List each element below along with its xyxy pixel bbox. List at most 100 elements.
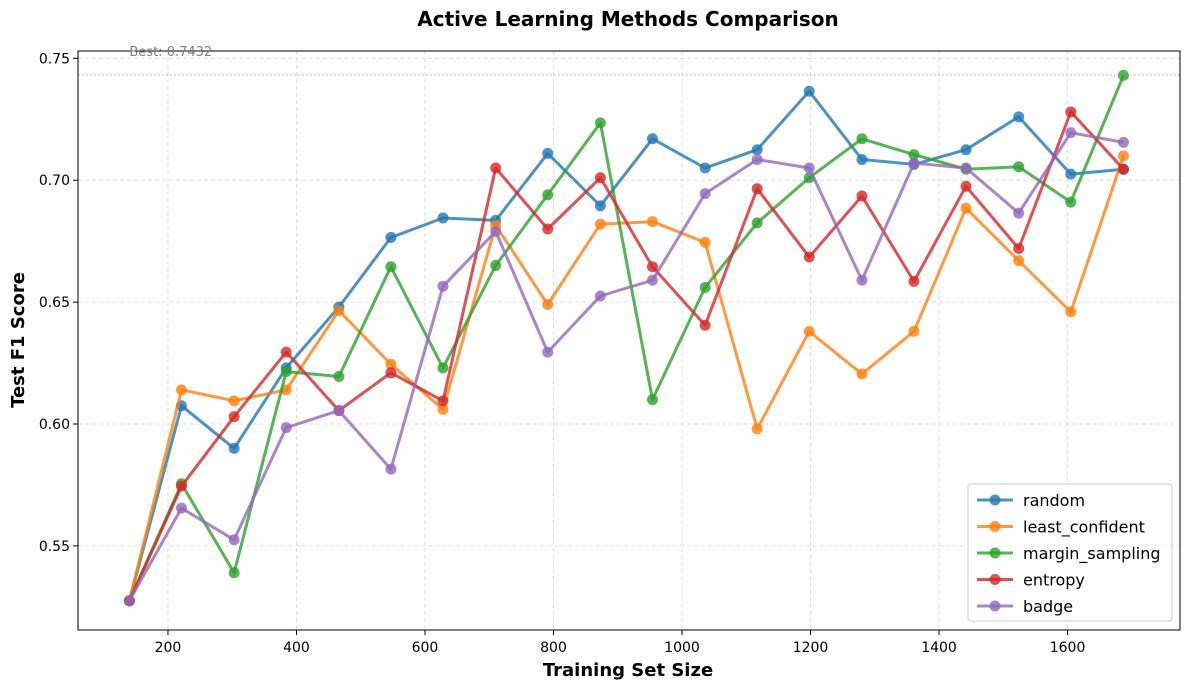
data-point [385,358,397,370]
legend-item-least_confident: least_confident [977,518,1145,538]
y-axis: 0.55 0.60 0.65 0.70 0.75 [39,51,78,555]
data-point [751,423,763,435]
legend-item-margin_sampling: margin_sampling [977,544,1161,564]
data-point [228,442,240,454]
data-point [803,251,815,263]
data-point [699,162,711,174]
series-line [127,89,1124,602]
data-point [1117,163,1129,175]
data-point [699,319,711,331]
data-point [175,480,187,492]
data-point [333,305,345,317]
x-tick-label: 1600 [1050,640,1086,656]
data-point [542,299,554,311]
data-point [960,144,972,156]
data-point [1013,111,1025,123]
data-point [908,325,920,337]
data-point [385,261,397,273]
plot-area [77,50,1181,631]
data-point [228,567,240,579]
data-point [960,180,972,192]
data-point [908,157,920,169]
x-tick-label: 1000 [664,640,700,656]
data-point [1117,150,1129,162]
data-point [228,534,240,546]
legend-label: least_confident [1023,518,1145,538]
data-point [1065,106,1077,118]
data-point [856,133,868,145]
data-point [490,260,502,272]
x-axis-label: Training Set Size [543,660,713,681]
data-point [699,188,711,200]
data-point [699,281,711,293]
data-point [908,149,920,161]
y-tick-label: 0.60 [39,417,70,433]
series-entropy [123,106,1129,607]
data-point [594,117,606,129]
legend-label: random [1023,491,1085,510]
x-tick-label: 800 [540,640,567,656]
legend-swatch-marker [989,574,1001,585]
data-point [1013,161,1025,173]
data-point [646,261,658,273]
data-point [960,162,972,174]
data-point [908,275,920,287]
data-point [175,384,187,396]
data-point [751,144,763,156]
y-tick-label: 0.65 [39,295,70,311]
data-point [280,422,292,434]
x-tick-label: 1200 [793,640,829,656]
legend-swatch-marker [989,521,1001,532]
legend-label: entropy [1023,571,1085,590]
data-point [646,133,658,145]
data-point [437,395,449,407]
data-point [280,366,292,378]
data-point [594,172,606,184]
legend: random least_confident margin_samplingentr… [967,483,1173,622]
data-point [437,280,449,292]
data-point [856,190,868,202]
data-point [594,290,606,302]
data-point [803,325,815,337]
data-point [751,153,763,165]
data-point [280,346,292,358]
y-axis-label: Test F1 Score [8,272,29,408]
x-tick-label: 200 [155,640,182,656]
series-group [123,69,1129,607]
data-point [437,362,449,374]
data-point [385,367,397,379]
data-point [1065,127,1077,139]
data-point [594,200,606,212]
data-point [1065,196,1077,208]
data-point [1013,242,1025,254]
data-point [646,394,658,406]
data-point [175,502,187,514]
legend-box [967,483,1173,622]
data-point [333,405,345,417]
data-point [751,217,763,229]
y-tick-label: 0.75 [39,51,70,67]
data-point [385,231,397,243]
data-point [542,189,554,201]
data-point [437,212,449,224]
series-badge [123,127,1129,607]
x-tick-label: 400 [283,640,310,656]
legend-label: margin_sampling [1023,544,1161,564]
x-tick-label: 1400 [921,640,957,656]
best-annotation: Best: 0.7432 [129,45,212,60]
legend-swatch-marker [989,547,1001,559]
data-point [803,162,815,174]
data-point [646,216,658,228]
data-point [856,368,868,380]
x-axis: 200 400 600 800 1000 1200 1400 1600 [155,630,1086,656]
data-point [385,463,397,475]
data-point [333,370,345,382]
data-point [490,162,502,174]
y-tick-label: 0.70 [39,173,70,189]
data-point [960,202,972,214]
data-point [542,346,554,358]
data-point [1013,255,1025,267]
series-line [128,110,1125,602]
data-point [228,395,240,407]
